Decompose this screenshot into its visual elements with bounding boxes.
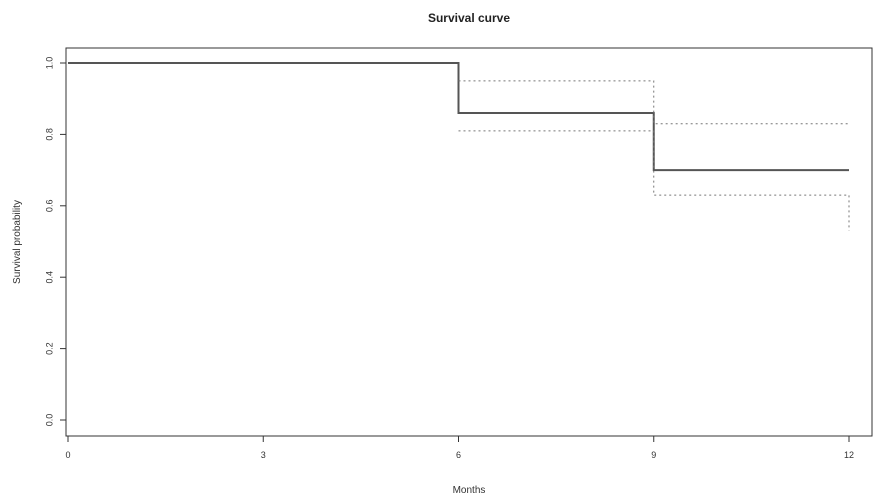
y-tick-label: 0.2: [44, 342, 54, 355]
survival-series-estimate: [68, 62, 849, 172]
y-tick-label: 0.6: [44, 200, 54, 213]
x-tick-label: 9: [651, 450, 656, 460]
x-axis-label: Months: [453, 485, 486, 496]
y-tick-label: 1.0: [44, 57, 54, 70]
y-tick-label: 0.4: [44, 271, 54, 284]
x-axis: 0 3 6 9 12: [65, 436, 854, 460]
x-tick-label: 12: [844, 450, 854, 460]
y-axis-label: Survival probability: [12, 200, 23, 284]
survival-series-lower-ci: [458, 130, 850, 231]
series-layer: [68, 62, 850, 231]
x-tick-label: 3: [261, 450, 266, 460]
y-axis: 0.0 0.2 0.4 0.6 0.8 1.0: [44, 57, 66, 427]
x-tick-label: 6: [456, 450, 461, 460]
y-tick-label: 0.0: [44, 414, 54, 427]
chart-title: Survival curve: [428, 11, 510, 25]
y-tick-label: 0.8: [44, 128, 54, 141]
plot-frame: [65, 47, 873, 437]
x-tick-label: 0: [65, 450, 70, 460]
survival-series-upper-ci: [458, 80, 849, 125]
